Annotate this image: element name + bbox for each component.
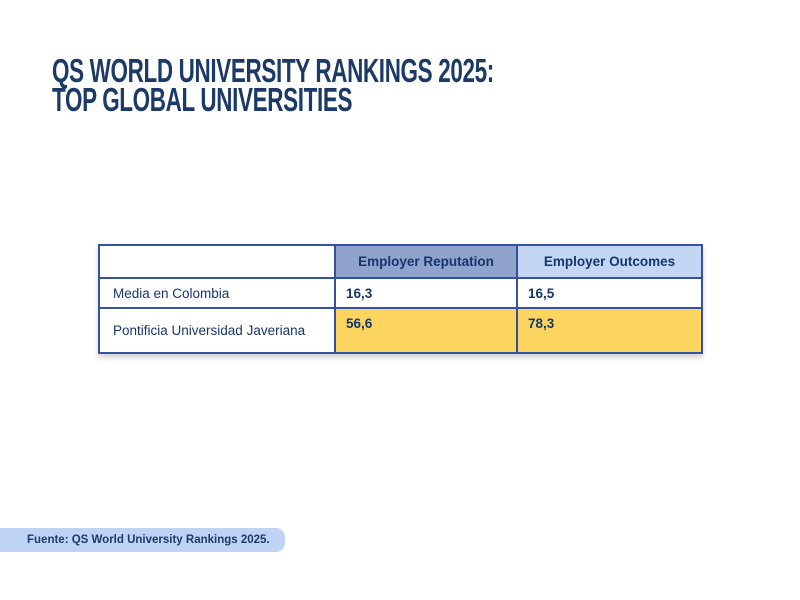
source-text: Fuente: QS World University Rankings 202…: [27, 534, 270, 546]
header-cell-empty: [98, 244, 336, 279]
table-row-media-colombia: Media en Colombia 16,3 16,5: [98, 277, 703, 309]
value-employer-reputation: 56,6: [334, 307, 518, 354]
value-employer-reputation: 16,3: [334, 277, 518, 309]
source-footer: Fuente: QS World University Rankings 202…: [0, 528, 285, 552]
page-title: QS WORLD UNIVERSITY RANKINGS 2025: TOP G…: [52, 52, 702, 118]
header-cell-employer-outcomes: Employer Outcomes: [516, 244, 703, 279]
row-label: Pontificia Universidad Javeriana: [98, 307, 336, 354]
row-label: Media en Colombia: [98, 277, 336, 309]
value-employer-outcomes: 78,3: [516, 307, 703, 354]
title-line-2: TOP GLOBAL UNIVERSITIES: [52, 81, 353, 118]
table-header-row: Employer Reputation Employer Outcomes: [98, 244, 703, 279]
title-line-1: QS WORLD UNIVERSITY RANKINGS 2025:: [52, 52, 494, 89]
rankings-table: Employer Reputation Employer Outcomes Me…: [98, 244, 703, 354]
value-employer-outcomes: 16,5: [516, 277, 703, 309]
header-cell-employer-reputation: Employer Reputation: [334, 244, 518, 279]
table-row-javeriana: Pontificia Universidad Javeriana 56,6 78…: [98, 307, 703, 354]
